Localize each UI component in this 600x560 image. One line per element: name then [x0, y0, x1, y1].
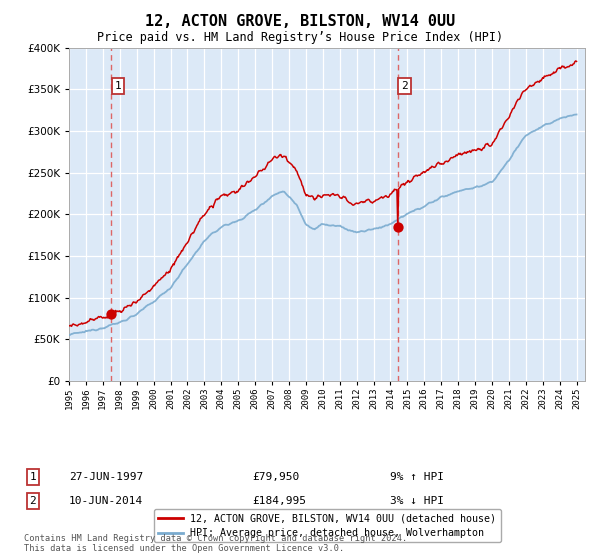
Text: 1: 1 — [29, 472, 37, 482]
Text: 10-JUN-2014: 10-JUN-2014 — [69, 496, 143, 506]
Text: 3% ↓ HPI: 3% ↓ HPI — [390, 496, 444, 506]
Text: 1: 1 — [115, 81, 121, 91]
Point — [106, 310, 116, 319]
Text: 9% ↑ HPI: 9% ↑ HPI — [390, 472, 444, 482]
Text: 2: 2 — [401, 81, 408, 91]
Text: £184,995: £184,995 — [252, 496, 306, 506]
Text: 27-JUN-1997: 27-JUN-1997 — [69, 472, 143, 482]
Text: 2: 2 — [29, 496, 37, 506]
Text: Contains HM Land Registry data © Crown copyright and database right 2024.
This d: Contains HM Land Registry data © Crown c… — [24, 534, 407, 553]
Text: Price paid vs. HM Land Registry’s House Price Index (HPI): Price paid vs. HM Land Registry’s House … — [97, 31, 503, 44]
Text: 12, ACTON GROVE, BILSTON, WV14 0UU: 12, ACTON GROVE, BILSTON, WV14 0UU — [145, 14, 455, 29]
Text: £79,950: £79,950 — [252, 472, 299, 482]
Legend: 12, ACTON GROVE, BILSTON, WV14 0UU (detached house), HPI: Average price, detache: 12, ACTON GROVE, BILSTON, WV14 0UU (deta… — [154, 510, 500, 543]
Point — [393, 222, 403, 231]
